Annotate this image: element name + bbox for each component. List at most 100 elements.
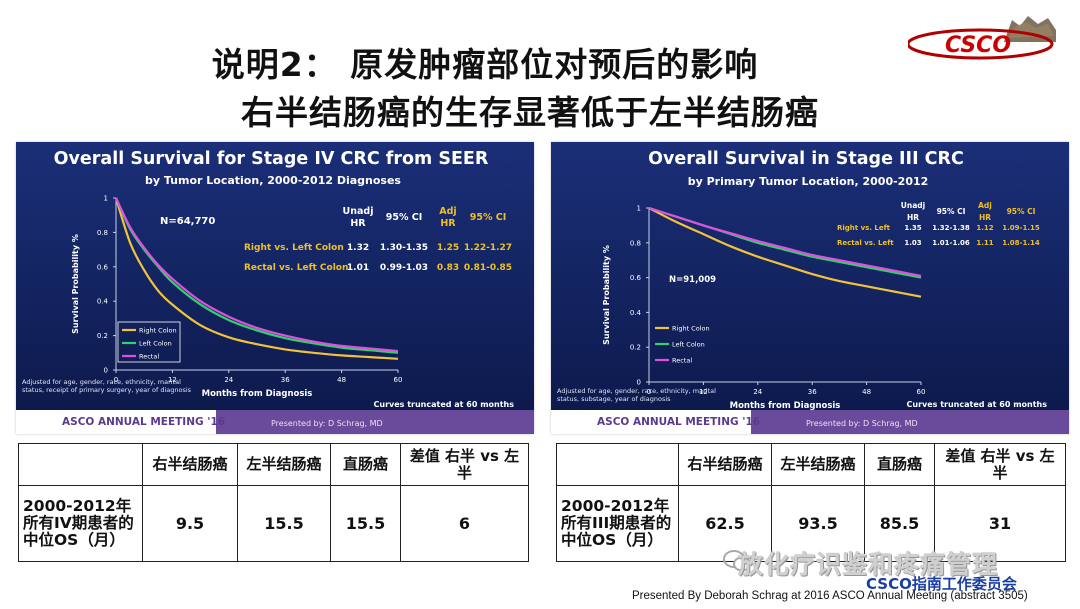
hr-header: Unadj xyxy=(901,201,925,210)
hr-value: 1.32 xyxy=(347,243,369,253)
value-right-colon: 62.5 xyxy=(678,485,772,562)
chart-title: Overall Survival in Stage III CRC xyxy=(648,149,964,169)
hr-value: 1.22-1.27 xyxy=(464,243,512,253)
n-label: N=64,770 xyxy=(160,216,215,227)
x-tick-label: 24 xyxy=(753,388,762,396)
header-difference: 差值 右半 vs 左半 xyxy=(400,443,529,486)
hr-value: 1.32-1.38 xyxy=(932,224,970,232)
hr-header: HR xyxy=(440,218,456,229)
table-corner-cell xyxy=(556,443,679,486)
table-corner-cell xyxy=(18,443,143,486)
adjusted-note-line2: status, substage, year of diagnosis xyxy=(557,395,671,403)
hr-header: 95% CI xyxy=(1007,207,1036,216)
adjusted-note-line1: Adjusted for age, gender, race, ethnicit… xyxy=(22,378,181,386)
y-tick-label: 0.2 xyxy=(630,344,641,352)
y-tick-label: 0.8 xyxy=(630,239,641,247)
header-left-colon: 左半结肠癌 xyxy=(771,443,865,486)
x-tick-label: 48 xyxy=(337,376,346,384)
legend-label: Left Colon xyxy=(139,340,172,348)
y-tick-label: 1 xyxy=(637,205,641,213)
x-tick-label: 24 xyxy=(224,376,233,384)
legend-box xyxy=(117,321,181,363)
hr-value: 1.11 xyxy=(976,239,993,247)
chart-subtitle: by Tumor Location, 2000-2012 Diagnoses xyxy=(145,174,401,187)
chart-subtitle: by Primary Tumor Location, 2000-2012 xyxy=(688,175,929,188)
hr-header: HR xyxy=(350,218,366,229)
hr-value: 1.30-1.35 xyxy=(380,243,428,253)
value-left-colon: 93.5 xyxy=(771,485,865,562)
x-tick-label: 48 xyxy=(862,388,871,396)
y-tick-label: 0.2 xyxy=(97,332,108,340)
hr-header: 95% CI xyxy=(386,212,423,223)
y-tick-label: 0.4 xyxy=(630,309,642,317)
value-rectal: 15.5 xyxy=(330,485,401,562)
x-tick-label: 60 xyxy=(917,388,926,396)
value-right-colon: 9.5 xyxy=(142,485,238,562)
legend-label: Left Colon xyxy=(672,341,705,349)
value-difference: 6 xyxy=(400,485,529,562)
series-line-right-colon xyxy=(648,207,922,298)
legend-label: Right Colon xyxy=(672,325,710,333)
row-label: 2000-2012年所有III期患者的中位OS（月） xyxy=(556,485,679,562)
hr-value: 0.83 xyxy=(437,263,459,273)
slide-title-line2: 右半结肠癌的生存显著低于左半结肠癌 xyxy=(241,93,819,132)
value-left-colon: 15.5 xyxy=(237,485,331,562)
hr-row-label: Rectal vs. Left Colon xyxy=(244,263,348,273)
x-tick-label: 0 xyxy=(647,388,651,396)
header-right-colon: 右半结肠癌 xyxy=(678,443,772,486)
hr-value: 1.35 xyxy=(904,224,921,232)
header-rectal: 直肠癌 xyxy=(864,443,935,486)
y-tick-label: 1 xyxy=(104,195,108,203)
hr-header: 95% CI xyxy=(470,212,507,223)
y-axis-label: Survival Probability % xyxy=(71,234,80,334)
stage4-median-os-table: 右半结肠癌 左半结肠癌 直肠癌 差值 右半 vs 左半 2000-2012年所有… xyxy=(18,443,529,562)
row-label: 2000-2012年所有IV期患者的中位OS（月） xyxy=(18,485,143,562)
stage3-chart-panel: Overall Survival in Stage III CRC by Pri… xyxy=(551,142,1069,434)
y-tick-label: 0 xyxy=(637,379,641,387)
hr-header: 95% CI xyxy=(937,207,966,216)
header-rectal: 直肠癌 xyxy=(330,443,401,486)
stage4-survival-chart: Overall Survival for Stage IV CRC from S… xyxy=(16,142,534,434)
hr-value: 1.01-1.06 xyxy=(932,239,970,247)
organization-text: CSCO指南工作委员会 xyxy=(866,575,1017,593)
x-tick-label: 36 xyxy=(808,388,817,396)
x-tick-label: 60 xyxy=(394,376,403,384)
table-header-row: 右半结肠癌 左半结肠癌 直肠癌 差值 右半 vs 左半 xyxy=(556,443,1066,486)
stage3-survival-chart: Overall Survival in Stage III CRC by Pri… xyxy=(551,142,1069,434)
hr-header: Adj xyxy=(439,206,456,217)
value-difference: 31 xyxy=(934,485,1066,562)
legend-label: Rectal xyxy=(672,357,692,365)
legend-label: Rectal xyxy=(139,353,159,361)
x-axis-label: Months from Diagnosis xyxy=(730,401,841,411)
adjusted-note-line2: status, receipt of primary surgery, year… xyxy=(22,386,192,394)
y-tick-label: 0 xyxy=(104,367,108,375)
hr-value: 1.09-1.15 xyxy=(1002,224,1040,232)
series-line-right-colon xyxy=(114,197,399,360)
stage3-median-os-table: 右半结肠癌 左半结肠癌 直肠癌 差值 右半 vs 左半 2000-2012年所有… xyxy=(556,443,1066,562)
hr-value: 1.01 xyxy=(347,263,369,273)
hr-row-label: Right vs. Left xyxy=(837,224,891,232)
truncated-note: Curves truncated at 60 months xyxy=(907,400,1048,409)
hr-header: HR xyxy=(907,213,919,222)
slide-title-line1: 说明2： 原发肿瘤部位对预后的影响 xyxy=(211,45,759,84)
banner-bar xyxy=(216,410,534,434)
wechat-icon xyxy=(723,550,751,572)
adjusted-note-line1: Adjusted for age, gender, race, ethnicit… xyxy=(557,387,716,395)
hr-row-label: Rectal vs. Left xyxy=(837,239,894,247)
hr-header: HR xyxy=(979,213,991,222)
y-tick-label: 0.6 xyxy=(97,263,109,271)
hr-value: 1.12 xyxy=(976,224,993,232)
table-header-row: 右半结肠癌 左半结肠癌 直肠癌 差值 右半 vs 左半 xyxy=(18,443,529,486)
x-tick-label: 36 xyxy=(281,376,290,384)
table-row: 2000-2012年所有III期患者的中位OS（月） 62.5 93.5 85.… xyxy=(556,485,1066,562)
truncated-note: Curves truncated at 60 months xyxy=(374,400,515,409)
header-right-colon: 右半结肠癌 xyxy=(142,443,238,486)
watermark-text: 放化疗识鉴和疼痛管理 xyxy=(738,550,999,579)
y-tick-label: 0.4 xyxy=(97,298,109,306)
hr-header: Adj xyxy=(978,201,992,210)
hr-value: 0.81-0.85 xyxy=(464,263,512,273)
legend-label: Right Colon xyxy=(139,327,177,335)
banner-bar xyxy=(751,410,1069,434)
chart-title: Overall Survival for Stage IV CRC from S… xyxy=(54,149,489,169)
series-line-rectal xyxy=(648,206,922,277)
